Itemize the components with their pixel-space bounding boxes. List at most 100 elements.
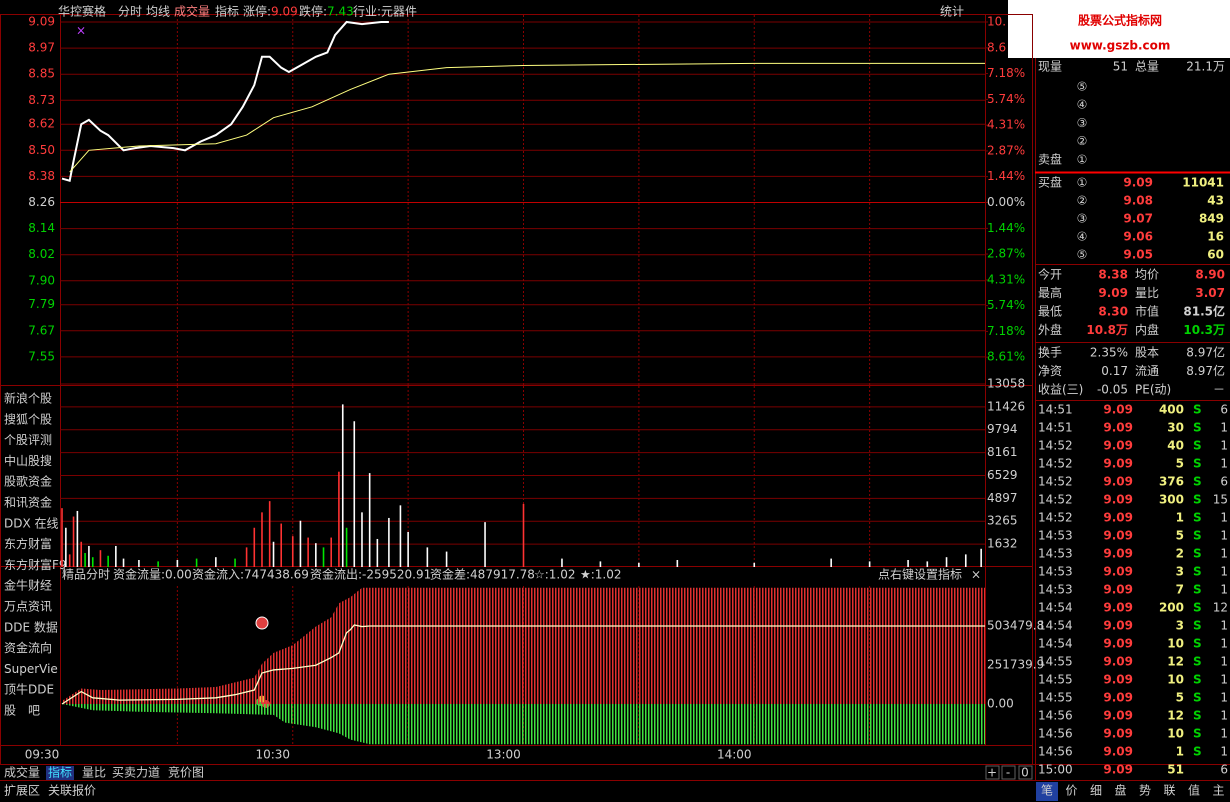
value: -0.05 (1097, 383, 1128, 397)
y2-tick-label: 7.18% (987, 66, 1025, 80)
panel-tab[interactable]: 势 (1139, 784, 1151, 798)
footer-tab[interactable]: 扩展区 (4, 784, 40, 798)
trade-volume: 3 (1176, 619, 1184, 633)
stats-button[interactable]: 统计 (940, 5, 964, 19)
marker: × (76, 24, 86, 38)
bottom-tab[interactable]: 量比 (82, 766, 106, 780)
panel-tab[interactable]: 主 (1212, 784, 1224, 798)
panel-setting[interactable]: 点右键设置指标 (878, 567, 962, 582)
zoom-box (1018, 765, 1033, 780)
bottom-tab[interactable]: 成交量 (4, 765, 40, 780)
y-tick-label: 8.85 (28, 67, 55, 81)
trades-bg (1035, 401, 1230, 779)
bottom-tab[interactable]: 竞价图 (168, 766, 204, 780)
trade-count: 1 (1220, 727, 1228, 741)
trade-count: 1 (1220, 709, 1228, 723)
y-tick-label: 11426 (987, 399, 1025, 413)
trade-count: 6 (1220, 475, 1228, 489)
y2-tick-label: 8.6 (987, 40, 1006, 54)
y2-tick-label: 0.00% (987, 195, 1025, 209)
y-tick-label: 3265 (987, 514, 1018, 528)
panel-tab[interactable]: 价 (1065, 784, 1077, 798)
y-tick-label: 251739.9 (987, 657, 1044, 671)
trade-price: 9.09 (1103, 457, 1133, 471)
trade-count: 1 (1220, 583, 1228, 597)
trade-price: 9.09 (1103, 439, 1133, 453)
label: 总量 (1135, 60, 1159, 74)
sidebar-link[interactable]: 万点资讯 (4, 600, 52, 614)
panel-stat: ★:1.02 (580, 568, 622, 582)
header-tab: 指标 (215, 4, 239, 19)
trade-side: S (1193, 475, 1202, 489)
sell-level: ④ (1077, 98, 1088, 112)
y-tick-label: 9794 (987, 422, 1018, 436)
label: 净资 (1038, 364, 1062, 378)
y2-tick-label: 4.31% (987, 272, 1025, 286)
zoom-button[interactable]: 0 (1021, 766, 1029, 780)
header-tab: 均线 (146, 5, 170, 19)
trade-count: 1 (1220, 421, 1228, 435)
sidebar-link[interactable]: 东方财富 (4, 536, 52, 551)
sidebar-link[interactable]: 搜狐个股 (4, 411, 52, 426)
panel-tab[interactable]: 值 (1188, 783, 1200, 798)
panel-tab[interactable]: 细 (1090, 784, 1102, 798)
y2-tick-label: 2.87% (987, 247, 1025, 261)
trade-volume: 300 (1159, 493, 1184, 507)
trade-count: 1 (1220, 565, 1228, 579)
bottom-tab[interactable]: 买卖力道 (112, 766, 160, 780)
icon (255, 616, 269, 630)
y-tick-label: 8.73 (28, 93, 55, 107)
trade-count: 1 (1220, 511, 1228, 525)
close-button[interactable]: × (971, 568, 981, 582)
trade-time: 14:51 (1038, 421, 1073, 435)
sidebar-link[interactable]: 资金流向 (4, 640, 52, 655)
price-line (61, 20, 389, 183)
trade-volume: 1 (1176, 511, 1184, 525)
trade-side: S (1193, 619, 1202, 633)
zoom-button[interactable]: + (987, 766, 997, 780)
stock-name: 华控赛格 (58, 4, 106, 19)
sidebar-link[interactable]: 股 吧 (4, 704, 40, 718)
sidebar-link[interactable]: DDX 在线 (4, 516, 59, 530)
sidebar-link[interactable]: 顶牛DDE (4, 682, 54, 697)
sidebar-link[interactable]: 股歌资金 (4, 474, 52, 489)
sidebar-link[interactable]: 新浪个股 (4, 391, 52, 406)
x-tick-label: 14:00 (717, 748, 752, 762)
label: 跌停: (299, 4, 327, 19)
panel-tab[interactable]: 联 (1163, 784, 1175, 798)
trade-volume: 51 (1167, 763, 1184, 777)
sidebar-link[interactable]: SuperVie (4, 662, 58, 676)
sidebar-link[interactable]: 中山股搜 (4, 453, 52, 468)
trade-side: S (1193, 511, 1202, 525)
sidebar-link[interactable]: 金牛财经 (4, 578, 52, 593)
buy-level: ③ (1077, 212, 1088, 226)
x-tick-label: 09:30 (25, 748, 60, 762)
trade-volume: 1 (1176, 745, 1184, 759)
label: 现量 (1038, 60, 1062, 74)
y-tick-label: 13058 (987, 377, 1025, 391)
header-tab: 成交量 (174, 4, 210, 19)
panel-tab[interactable]: 笔 (1041, 783, 1053, 798)
sidebar-link[interactable]: 个股评测 (4, 433, 52, 447)
sidebar-link[interactable]: 东方财富F9 (4, 557, 67, 572)
zoom-button[interactable]: - (1006, 766, 1010, 780)
sidebar-link[interactable]: 和讯资金 (4, 495, 52, 510)
limit-down: 7.43 (327, 5, 354, 19)
bottom-tab[interactable]: 指标 (48, 765, 72, 780)
trade-time: 14:53 (1038, 565, 1073, 579)
trade-volume: 10 (1167, 727, 1184, 741)
trade-side: S (1193, 547, 1202, 561)
buy-level: ⑤ (1077, 248, 1088, 262)
y-tick-label: 8.14 (28, 221, 55, 235)
y2-tick-label: 1.44% (987, 221, 1025, 235)
footer-tab[interactable]: 关联报价 (48, 783, 96, 798)
trade-volume: 376 (1159, 475, 1184, 489)
y-tick-label: 8.62 (28, 117, 55, 131)
trade-price: 9.09 (1103, 601, 1133, 615)
panel-tab[interactable]: 盘 (1114, 783, 1126, 798)
panel-stat: 资金差:487917.78 (430, 567, 535, 582)
label: 外盘 (1038, 322, 1062, 337)
value: 0.17 (1101, 364, 1128, 378)
trade-volume: 2 (1176, 547, 1184, 561)
sidebar-link[interactable]: DDE 数据 (4, 619, 58, 634)
